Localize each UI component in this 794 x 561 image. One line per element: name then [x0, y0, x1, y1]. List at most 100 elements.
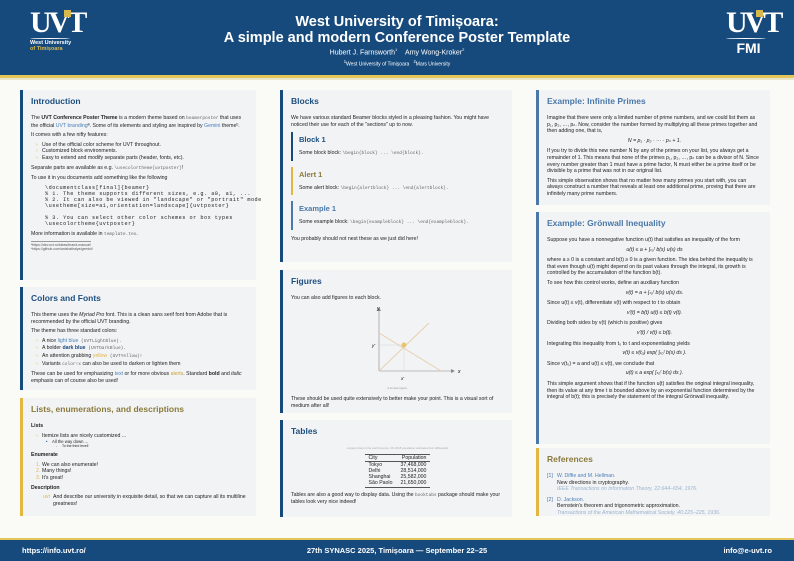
affiliations: 1West University of Timișoara 2Mars Univ… — [343, 59, 451, 68]
block-title: Figures — [291, 276, 322, 286]
primes-paragraph: Imagine that there were only a limited n… — [547, 115, 758, 135]
separate-parts-text: Separate parts are available as e.g. \us… — [31, 164, 184, 171]
list-item: › A bolder dark blue (UVTDarkBlue). — [36, 345, 127, 352]
more-info-text: More information is available in templat… — [31, 230, 138, 237]
usage-text: To use it in you documents add something… — [31, 175, 168, 182]
uvt-branding-link[interactable]: UVT branding — [55, 122, 88, 129]
emphasis-paragraph: These can be used for emphasizing text o… — [31, 371, 242, 384]
block-title: Lists, enumerations, and descriptions — [31, 404, 185, 414]
list-item: • All the way down ... - To the third leve… — [46, 439, 248, 449]
y-prime-label: y' — [371, 343, 375, 348]
table-row: Shanghai 25,582,000 — [368, 474, 427, 481]
equation: N = p₁ · p₂ · ··· · pₙ + 1. — [627, 137, 682, 144]
features-intro: It comes with a few nifty features: — [31, 132, 108, 139]
example-1: Example 1 Some example block: \begin{exam… — [291, 201, 504, 230]
tables-block: Tables Largest cities in the world (sour… — [280, 420, 512, 517]
list-item: - To the third level! — [56, 444, 89, 449]
poster-footer: https://info.uvt.ro/ 27th SYNASC 2025, T… — [0, 538, 794, 561]
list-item: › Use of the official color scheme for UV… — [36, 141, 161, 148]
equation: v′(t) = b(t) u(t) ≤ b(t) v(t). — [626, 309, 683, 316]
tables-paragraph: Tables are also a good way to display da… — [291, 491, 501, 506]
gronwall-block: Example: Grönwall Inequality Suppose you… — [536, 212, 770, 444]
logo-mark: UVT — [726, 6, 783, 39]
list-item: › Customized block environments. — [36, 148, 117, 155]
infinite-primes-block: Example: Infinite Primes Imagine that th… — [536, 90, 770, 205]
introduction-block: Introduction The UVT Conference Poster T… — [20, 90, 262, 280]
colors-fonts-block: Colors and Fonts This theme uses the Myr… — [20, 287, 256, 390]
block-title: Blocks — [291, 96, 319, 106]
website-link[interactable]: https://info.uvt.ro/ — [22, 546, 86, 555]
block-title: Colors and Fonts — [31, 293, 101, 303]
poster-header: UVT West University of Timișoara West Un… — [0, 0, 794, 75]
block-title: Example: Infinite Primes — [547, 96, 646, 106]
gronwall-paragraph: Dividing both sides by v(t) (which is po… — [547, 320, 663, 327]
authors: Hubert J. Farnsworth1 Amy Wong-Kroker2 — [329, 47, 465, 57]
equation: u(t) ≤ a + ∫ₜ₀ᵗ b(s) u(s) ds — [626, 246, 683, 253]
enumerate-list: 1. We can also enumerate! 2. Many things! … — [36, 462, 248, 482]
equation: v′(t) / v(t) ≤ b(t). — [636, 329, 673, 336]
demand-line — [378, 332, 442, 372]
figures-block: Figures You can also add figures to each… — [280, 270, 512, 413]
code-listing: \documentclass[final]{beamer} % 1. The t… — [45, 184, 262, 227]
table-row: Tokyo 37,468,000 — [368, 461, 427, 468]
poster-title: West University of Timișoara: A simple an… — [223, 14, 571, 46]
gronwall-paragraph: To see how this control works, define an… — [547, 279, 680, 286]
blocks-block: Blocks We have various standard Beamer b… — [280, 90, 512, 262]
description-heading: Description — [31, 484, 60, 491]
list-item: › Itemize lists are nicely customized ...… — [36, 433, 248, 450]
colors-list: › A nice light blue (UVTLightBlue). › A bo… — [36, 338, 248, 368]
supply-demand-figure: x y x' y' — [371, 306, 461, 381]
list-item: › An attention grabbing yellow (UVTYellow… — [36, 352, 143, 359]
nesting-note: You probably should not nest these as we… — [291, 235, 418, 242]
intro-paragraph: The UVT Conference Poster Theme is a mod… — [31, 115, 242, 129]
equation: v(t) ≤ v(t₀) exp( ∫ₜ₀ᵗ b(s) ds ). — [622, 350, 687, 357]
list-item: 2. Many things! — [36, 468, 72, 475]
list-item: › Easy to extend and modify separate part… — [36, 154, 184, 161]
gronwall-paragraph: where a ≥ 0 is a constant and b(t) ≥ 0 i… — [547, 257, 753, 277]
fmi-logo-right: UVT FMI — [726, 6, 783, 56]
blocks-paragraph: We have various standard Beamer blocks s… — [291, 115, 490, 128]
list-item: 1. We can also enumerate! — [36, 461, 99, 468]
lists-block: Lists, enumerations, and descriptions Li… — [20, 398, 256, 516]
enumerate-heading: Enumerate — [31, 452, 58, 459]
gronwall-paragraph: Since v(t₀) = a and u(t) ≤ v(t), we conc… — [547, 360, 655, 367]
equilibrium-point — [401, 342, 407, 348]
gronwall-paragraph: This simple argument shows that if the f… — [547, 380, 755, 401]
cities-table: City Population Tokyo 37,468,000 Delhi 28,5… — [364, 453, 431, 488]
list-item: 3. It's great! — [36, 474, 64, 481]
reference-item: [1] W. Diffie and M. Hellman. New directio… — [547, 473, 698, 493]
gronwall-paragraph: Integrating this inequality from t₀ to t… — [547, 340, 690, 347]
list-item: › Variants color!x can also be used to da… — [36, 360, 181, 367]
conference-info: 27th SYNASC 2025, Timișoara — September … — [306, 546, 488, 555]
block-title: Example: Grönwall Inequality — [547, 218, 666, 228]
equation: v(t) = a + ∫ₜ₀ᵗ b(s) u(s) ds. — [625, 289, 684, 296]
email-link[interactable]: info@e-uvt.ro — [723, 546, 772, 555]
logo-mark: UVT — [30, 6, 87, 39]
figure-caption: A simple figure. — [387, 385, 408, 390]
figures-paragraph: You can also add figures to each block. — [291, 295, 382, 301]
description-item: uvt And describe our university in exquis… — [43, 494, 246, 507]
fmi-text: FMI — [736, 40, 761, 56]
figures-paragraph-2: These should be used quite extensively t… — [291, 396, 494, 409]
footnotes: ªhttps://dev.uvt.ro/ideas/brand-manual/ᵇ… — [31, 241, 93, 252]
gemini-link[interactable]: Gemini — [204, 122, 221, 129]
table-header-row: City Population — [364, 454, 431, 462]
primes-paragraph: This simple observation shows that no ma… — [547, 177, 756, 197]
features-list: › Use of the official color scheme for UV… — [36, 142, 248, 162]
table-caption: Largest cities in the world (source: UN … — [347, 446, 448, 450]
itemize-list: › Itemize lists are nicely customized ...… — [36, 433, 248, 450]
gronwall-paragraph: Since u(t) ≤ v(t), differentiate v(t) wi… — [547, 300, 681, 307]
references-block: References [1] W. Diffie and M. Hellman. N… — [536, 448, 770, 516]
alert-1: Alert 1 Some alert block: \begin{alertblo… — [291, 166, 504, 196]
gronwall-paragraph: Suppose you have a nonnegative function … — [547, 237, 740, 243]
block-1: Block 1 Some block block: \begin{block} .… — [291, 132, 504, 161]
table-row: Delhi 28,514,000 — [368, 468, 427, 474]
logo-text-2: of Timișoara — [30, 46, 63, 52]
logo-text-1: West University — [30, 40, 72, 46]
y-axis-label: y — [376, 306, 380, 312]
primes-paragraph: If you try to divide this new number N b… — [547, 148, 759, 175]
block-title: Introduction — [31, 96, 81, 106]
x-prime-label: x' — [400, 376, 404, 381]
uvt-logo-left: UVT West University of Timișoara — [30, 6, 87, 52]
block-title: References — [547, 454, 593, 464]
